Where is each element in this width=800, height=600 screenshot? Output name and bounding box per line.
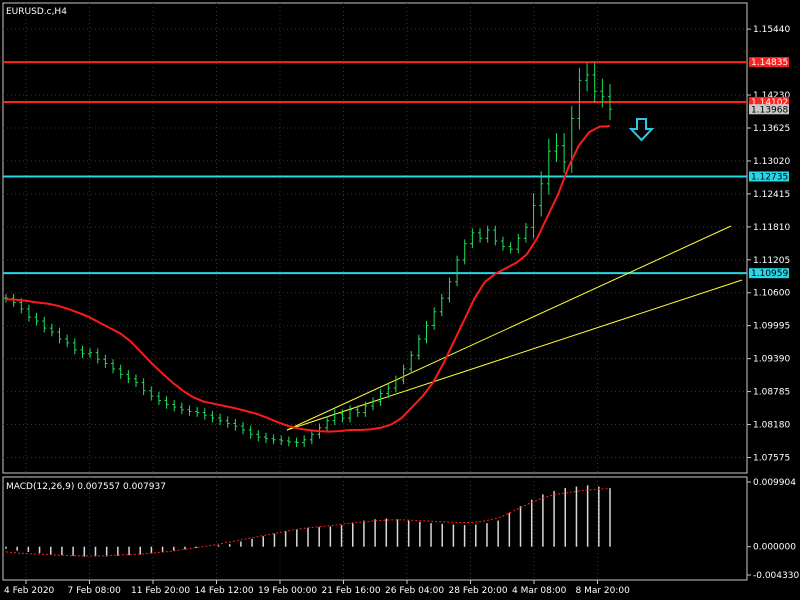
price-tick-label: 1.07575	[753, 453, 790, 463]
macd-title: MACD(12,26,9) 0.007557 0.007937	[6, 482, 166, 492]
resistance-level-tag	[749, 57, 789, 68]
macd-tick-label: 0.009904	[753, 478, 796, 488]
price-tick-label: 1.15440	[753, 25, 790, 35]
time-tick-label: 4 Feb 2020	[4, 586, 55, 596]
time-tick-label: 21 Feb 16:00	[322, 586, 381, 596]
price-tick-label: 1.13625	[753, 124, 790, 134]
moving-average-line	[5, 125, 611, 433]
price-tick-label: 1.14230	[753, 91, 790, 101]
price-panel-frame	[2, 2, 748, 474]
macd-axis: 0.009904 0.000000 -0.004330	[747, 478, 799, 581]
down-arrow-icon[interactable]	[628, 118, 655, 142]
time-tick-label: 11 Feb 20:00	[131, 586, 190, 596]
price-tick-label: 1.09390	[753, 355, 790, 365]
time-axis: 4 Feb 2020 7 Feb 08:00 11 Feb 20:00 14 Feb …	[4, 580, 630, 596]
support-level-tag	[749, 171, 789, 182]
price-level-tags: 1.14835 1.14102 1.12735 1.10959	[749, 57, 789, 279]
time-tick-label: 14 Feb 12:00	[195, 586, 254, 596]
time-tick-label: 8 Mar 20:00	[576, 586, 631, 596]
price-tick-label: 1.13020	[753, 157, 790, 167]
current-price-label: 1.13968	[751, 105, 788, 115]
time-tick-label: 7 Feb 08:00	[68, 586, 122, 596]
support-level-label: 1.10959	[751, 269, 788, 279]
macd-tick-label: -0.004330	[753, 571, 799, 581]
chart-symbol-title: EURUSD.c,H4	[6, 7, 67, 17]
price-tick-label: 1.10600	[753, 289, 790, 299]
price-candles	[4, 62, 612, 447]
resistance-level-label: 1.14102	[751, 98, 788, 108]
macd-tick-label: 0.000000	[753, 543, 796, 553]
macd-histogram	[5, 485, 611, 557]
time-tick-label: 28 Feb 20:00	[449, 586, 508, 596]
horizontal-levels[interactable]	[3, 61, 747, 275]
price-tick-label: 1.11810	[753, 223, 790, 233]
time-tick-label: 19 Feb 00:00	[258, 586, 317, 596]
price-tick-label: 1.11205	[753, 256, 790, 266]
price-tick-label: 1.08785	[753, 388, 790, 398]
resistance-level-label: 1.14835	[751, 58, 788, 68]
support-level-label: 1.12735	[751, 172, 788, 182]
resistance-level-tag	[749, 97, 789, 108]
price-tick-label: 1.09995	[753, 322, 790, 332]
price-tick-label: 1.08180	[753, 421, 790, 431]
current-price-tag: 1.13968	[749, 104, 789, 115]
macd-panel-frame	[2, 476, 748, 581]
trend-lines[interactable]	[286, 225, 743, 431]
price-tick-label: 1.12415	[753, 190, 790, 200]
time-tick-label: 26 Feb 04:00	[385, 586, 444, 596]
price-axis: 1.15440 1.14230 1.13625 1.13020 1.12415 1.118…	[747, 25, 790, 463]
macd-signal-line	[5, 488, 611, 557]
time-tick-label: 4 Mar 08:00	[512, 586, 567, 596]
trend-line-lower[interactable]	[286, 279, 743, 431]
trend-line-upper[interactable]	[286, 225, 732, 431]
support-level-tag	[749, 268, 789, 279]
grid-lines	[3, 3, 747, 580]
